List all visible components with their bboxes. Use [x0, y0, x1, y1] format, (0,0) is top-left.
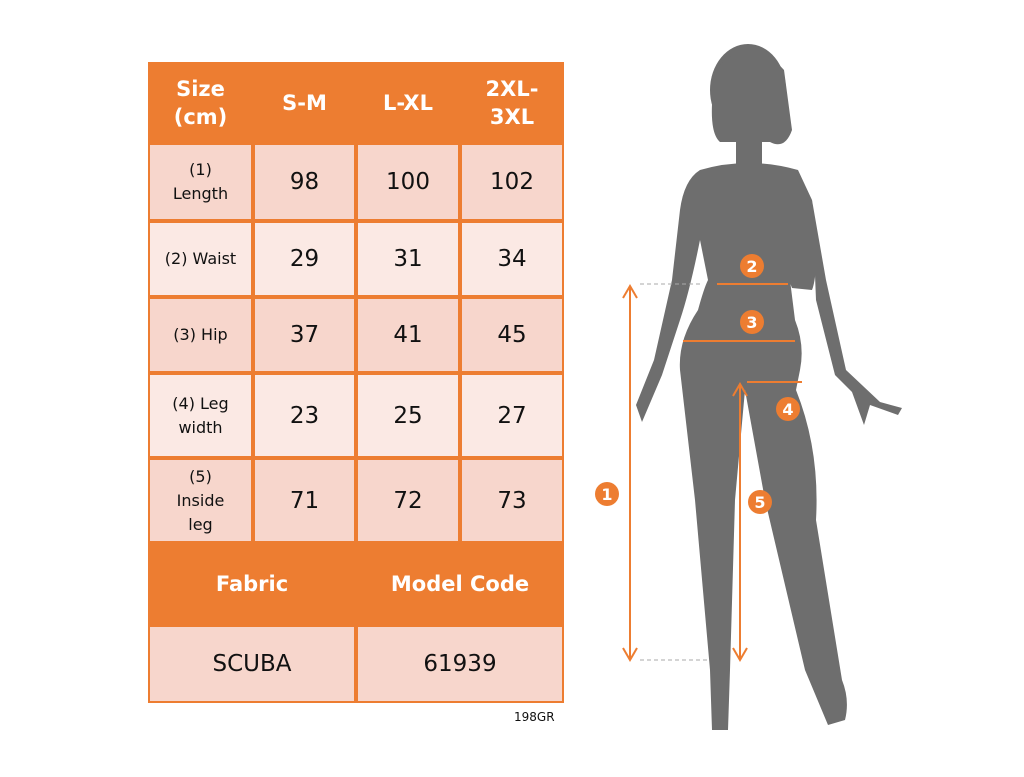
- svg-text:4: 4: [782, 400, 793, 419]
- fabric-value: SCUBA: [150, 627, 354, 701]
- measurement-value: 45: [462, 299, 562, 371]
- measurement-value: 31: [358, 223, 458, 295]
- size-column-header: L-XL: [383, 90, 433, 115]
- size-column-header: 2XL- 3XL: [485, 76, 539, 129]
- measurement-value: 102: [462, 145, 562, 219]
- svg-text:2: 2: [746, 257, 757, 276]
- row-label: (2) Waist: [150, 223, 251, 295]
- model-code-header: Model Code: [390, 572, 530, 596]
- measurement-lines: [622, 283, 802, 662]
- size-chart-table: Size (cm) S-M L-XL 2XL- 3XL (1) Length 98 100 1…: [148, 62, 564, 703]
- measurement-value: 25: [358, 375, 458, 456]
- svg-text:5: 5: [754, 493, 765, 512]
- body-measurement-figure: 1 2 3 4 5: [595, 44, 902, 730]
- measurement-value: 23: [255, 375, 354, 456]
- measurement-value: 98: [255, 145, 354, 219]
- measurement-value: 34: [462, 223, 562, 295]
- measurement-value: 71: [255, 460, 354, 541]
- marker-2: 2: [740, 254, 764, 278]
- svg-text:1: 1: [601, 485, 612, 504]
- size-header: Size (cm): [173, 76, 228, 129]
- marker-4: 4: [776, 397, 800, 421]
- measurement-markers: 1 2 3 4 5: [595, 254, 800, 514]
- svg-text:3: 3: [746, 313, 757, 332]
- row-label: (3) Hip: [150, 299, 251, 371]
- marker-3: 3: [740, 310, 764, 334]
- measurement-value: 100: [358, 145, 458, 219]
- measurement-value: 72: [358, 460, 458, 541]
- measurement-value: 73: [462, 460, 562, 541]
- row-label: (5) Inside leg: [150, 460, 251, 541]
- measurement-value: 27: [462, 375, 562, 456]
- silhouette: [636, 44, 902, 730]
- marker-1: 1: [595, 482, 619, 506]
- row-label: (4) Leg width: [150, 375, 251, 456]
- product-code: 198GR: [514, 710, 555, 724]
- row-label: (1) Length: [150, 145, 251, 219]
- size-column-header: S-M: [282, 90, 327, 115]
- measurement-value: 41: [358, 299, 458, 371]
- measurement-value: 37: [255, 299, 354, 371]
- measurement-value: 29: [255, 223, 354, 295]
- marker-5: 5: [748, 490, 772, 514]
- fabric-header: Fabric: [215, 572, 289, 596]
- model-code-value: 61939: [358, 627, 562, 701]
